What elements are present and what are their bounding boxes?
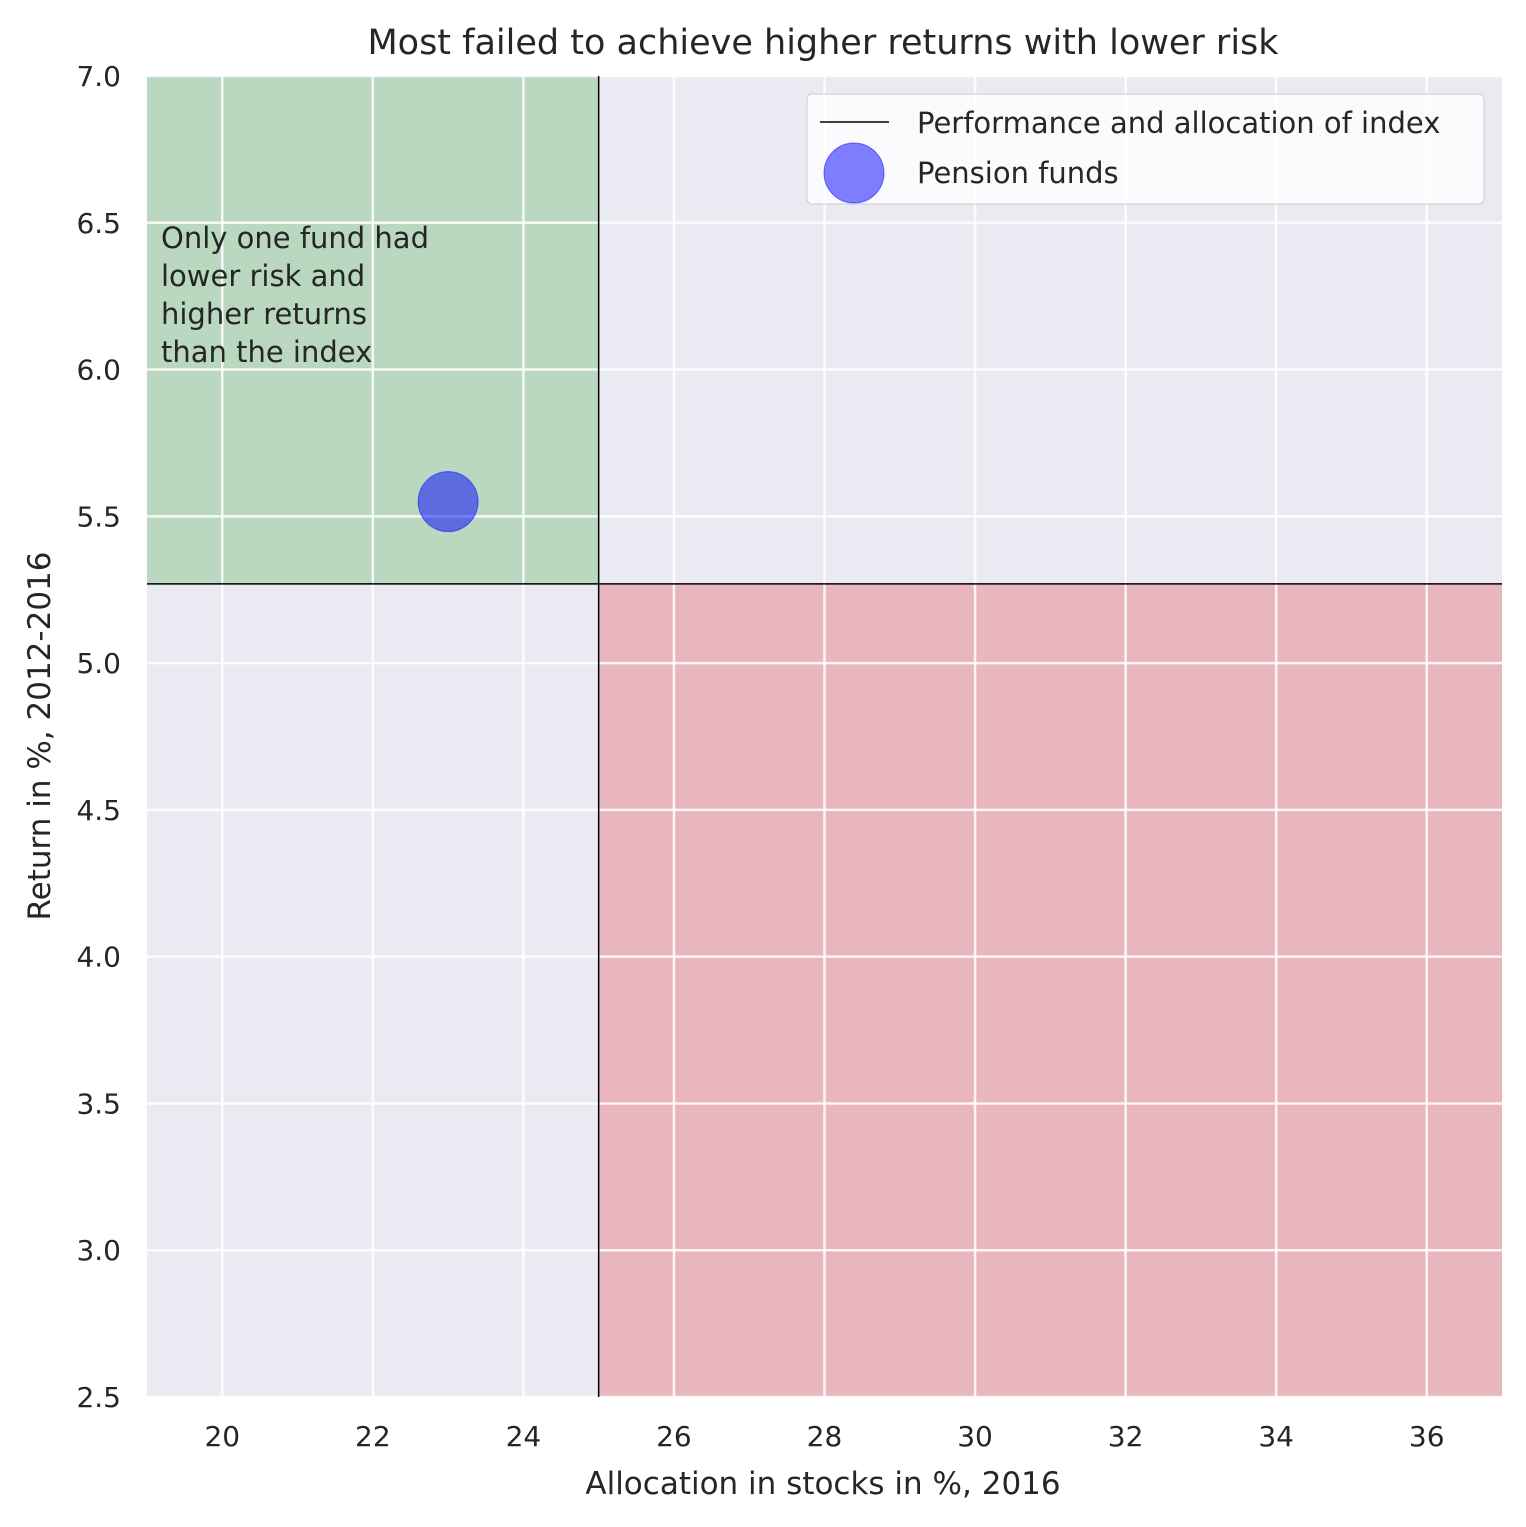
legend-label-pension-funds: Pension funds [917,156,1119,190]
legend: Performance and allocation of index Pens… [806,93,1485,205]
x-tick-label: 20 [204,1420,240,1453]
x-tick-label: 34 [1258,1420,1294,1453]
pension-fund-point [417,471,479,533]
legend-label-index: Performance and allocation of index [917,106,1440,140]
x-tick-label: 36 [1409,1420,1445,1453]
y-tick-label: 6.5 [76,207,121,240]
annotation-line: than the index [161,335,372,369]
y-tick-label: 3.5 [76,1087,121,1120]
x-tick-label: 28 [807,1420,843,1453]
x-tick-label: 32 [1108,1420,1144,1453]
annotation-text: Only one fund had lower risk and higher … [161,221,438,369]
y-tick-label: 4.0 [76,941,121,974]
x-axis-label: Allocation in stocks in %, 2016 [585,1466,1060,1502]
y-tick-label: 6.0 [76,354,121,387]
y-tick-label: 5.5 [76,500,121,533]
y-tick-label: 5.0 [76,647,121,680]
annotation-line: higher returns [161,297,367,331]
annotation-line: Only one fund had [161,221,429,255]
legend-box [806,93,1485,205]
y-tick-label: 2.5 [76,1381,121,1414]
x-tick-label: 30 [957,1420,993,1453]
x-tick-label: 26 [656,1420,692,1453]
chart-title: Most failed to achieve higher returns wi… [367,23,1279,63]
y-tick-label: 3.0 [76,1234,121,1267]
region-higher-risk-lower-return [598,583,1502,1397]
annotation-line: lower risk and [161,259,365,293]
y-tick-label: 7.0 [76,60,121,93]
x-tick-label: 24 [506,1420,542,1453]
legend-point-swatch [823,142,885,204]
y-axis-label: Return in %, 2012-2016 [22,552,58,921]
y-tick-label: 4.5 [76,794,121,827]
x-tick-label: 22 [355,1420,391,1453]
